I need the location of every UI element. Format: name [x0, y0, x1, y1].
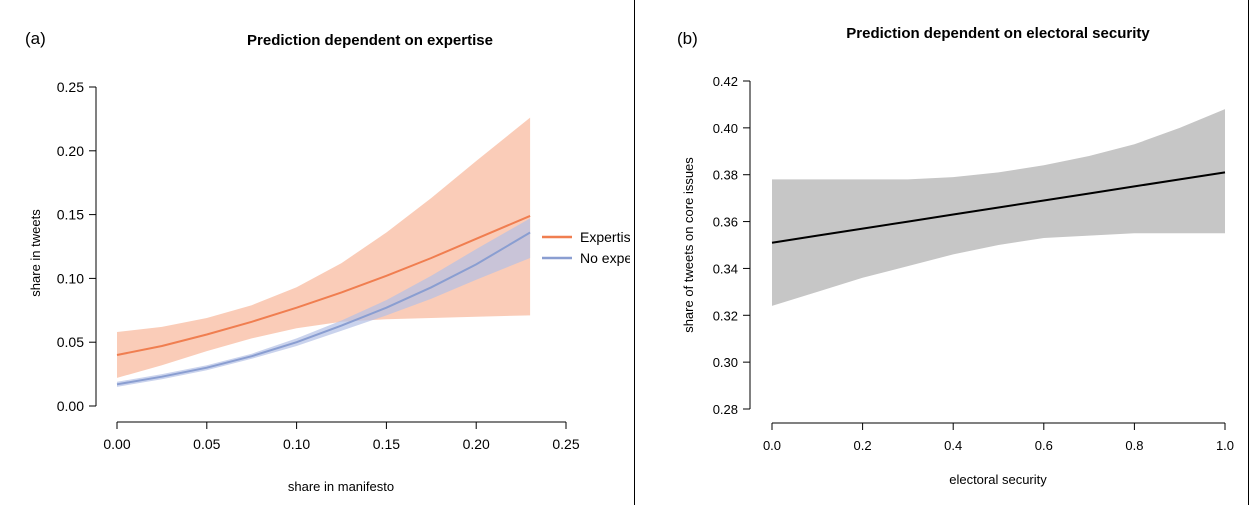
a-y-tick-label: 0.25	[57, 79, 84, 95]
figure-divider	[634, 0, 635, 505]
a-series-line-1	[116, 231, 531, 386]
b-y-tick-label: 0.36	[713, 215, 738, 230]
b-y-tick-label: 0.38	[713, 168, 738, 183]
chart-b-ylabel: share of tweets on core issues	[681, 157, 696, 333]
b-x-tick-label: 0.4	[944, 438, 962, 453]
legend-label-1: No expertise	[580, 250, 630, 266]
a-y-tick-label: 0.20	[57, 143, 84, 159]
a-x-tick-label: 0.15	[373, 436, 400, 452]
b-x-tick-label: 0.2	[854, 438, 872, 453]
b-y-tick-label: 0.34	[713, 261, 738, 276]
chart-a-xlabel: share in manifesto	[288, 479, 394, 494]
b-y-tick-label: 0.32	[713, 308, 738, 323]
b-y-tick-label: 0.30	[713, 355, 738, 370]
b-y-tick-label: 0.40	[713, 121, 738, 136]
b-x-tick-label: 1.0	[1216, 438, 1234, 453]
chart-a-ylabel: share in tweets	[28, 209, 43, 297]
a-x-tick-label: 0.25	[552, 436, 579, 452]
chart-b-title: Prediction dependent on electoral securi…	[846, 25, 1150, 42]
chart-a-title: Prediction dependent on expertise	[247, 32, 493, 49]
chart-panel-b: Prediction dependent on electoral securi…	[681, 25, 1234, 487]
panel-a-label: (a)	[25, 29, 46, 48]
a-y-tick-label: 0.15	[57, 207, 84, 223]
a-x-tick-label: 0.20	[463, 436, 490, 452]
a-x-tick-label: 0.05	[193, 436, 220, 452]
legend-label-0: Expertise	[580, 229, 630, 245]
chart-panel-a: Prediction dependent on expertise 0.00 0.…	[28, 32, 630, 494]
a-y-tick-label: 0.00	[57, 398, 84, 414]
b-x-tick-label: 0.0	[763, 438, 781, 453]
figure-right-border	[1248, 0, 1249, 505]
a-y-tick-label: 0.05	[57, 334, 84, 350]
chart-b-xlabel: electoral security	[949, 472, 1047, 487]
chart-a-legend: Expertise No expertise	[542, 229, 630, 266]
b-y-tick-label: 0.42	[713, 74, 738, 89]
b-x-tick-label: 0.8	[1125, 438, 1143, 453]
b-series-line-0	[771, 171, 1226, 244]
a-y-tick-label: 0.10	[57, 270, 84, 286]
b-x-tick-label: 0.6	[1035, 438, 1053, 453]
a-x-tick-label: 0.00	[103, 436, 130, 452]
a-confidence-band-0	[117, 117, 531, 378]
a-series-line-0	[116, 214, 531, 356]
a-x-tick-label: 0.10	[283, 436, 310, 452]
b-y-tick-label: 0.28	[713, 402, 738, 417]
panel-b-label: (b)	[677, 29, 698, 48]
